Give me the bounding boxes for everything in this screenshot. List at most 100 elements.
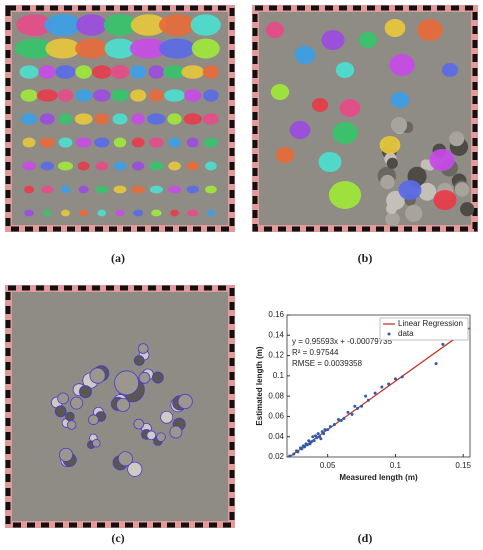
annotation: R² = 0.97544 xyxy=(292,348,339,357)
data-point xyxy=(373,391,377,395)
pebble xyxy=(418,182,437,201)
photo-frame xyxy=(5,5,235,232)
stone xyxy=(44,14,82,36)
stone xyxy=(103,14,137,36)
stone xyxy=(158,14,196,36)
stone xyxy=(191,38,220,59)
pebble xyxy=(156,432,166,442)
data-point xyxy=(322,432,326,436)
stone xyxy=(94,113,110,125)
stone xyxy=(36,89,58,102)
stone xyxy=(75,65,92,79)
stone xyxy=(429,149,455,171)
stone xyxy=(91,65,112,79)
data-point xyxy=(300,447,304,451)
stone xyxy=(181,65,205,79)
pebble xyxy=(390,116,408,134)
y-tick-label: 0.08 xyxy=(268,391,284,400)
stone xyxy=(275,147,295,163)
stone xyxy=(149,137,164,148)
stone xyxy=(74,113,93,125)
stone xyxy=(133,209,144,217)
stone xyxy=(24,185,35,194)
stone xyxy=(75,89,93,102)
stone xyxy=(24,209,34,217)
stone xyxy=(168,137,181,148)
stone xyxy=(58,137,73,148)
stone xyxy=(41,185,54,194)
stone xyxy=(75,137,92,148)
y-tick-label: 0.06 xyxy=(268,412,284,421)
stone xyxy=(417,19,443,41)
pebble xyxy=(385,211,400,227)
stone xyxy=(168,185,181,194)
stone xyxy=(148,89,165,102)
stone xyxy=(129,38,168,59)
data-point xyxy=(400,375,404,379)
stone xyxy=(75,38,108,59)
stone xyxy=(186,161,199,171)
stone xyxy=(202,65,220,79)
pebble xyxy=(386,203,397,215)
stone xyxy=(265,22,285,38)
pebble xyxy=(59,447,74,462)
stone xyxy=(131,113,145,125)
data-point xyxy=(296,450,300,454)
pebble xyxy=(169,425,183,439)
annotation: y = 0.95593x + -0.00079735 xyxy=(292,337,393,346)
data-point xyxy=(434,362,438,366)
stone xyxy=(148,65,165,79)
pebble xyxy=(70,396,84,410)
stone xyxy=(60,185,71,194)
pebble xyxy=(88,414,99,426)
stone xyxy=(104,38,136,59)
stone xyxy=(131,137,145,148)
stone xyxy=(16,14,53,36)
data-point xyxy=(342,416,346,420)
y-axis-label: Estimated length (m) xyxy=(255,346,264,425)
stone xyxy=(203,137,218,148)
stone xyxy=(170,209,179,217)
stone xyxy=(131,161,145,171)
stone xyxy=(110,65,130,79)
pebble xyxy=(133,418,145,430)
pebble xyxy=(386,157,398,169)
stone xyxy=(22,137,36,148)
stone xyxy=(78,185,89,194)
stone xyxy=(92,89,111,102)
pebble xyxy=(114,370,140,396)
data-point xyxy=(328,425,332,429)
data-point xyxy=(339,418,343,422)
stone xyxy=(97,209,107,217)
panel-label: (a) xyxy=(111,251,125,265)
stone xyxy=(379,136,401,154)
pebble xyxy=(57,392,69,405)
x-axis-label: Measured length (m) xyxy=(339,473,418,482)
stone xyxy=(318,152,342,172)
data-point xyxy=(441,342,445,346)
y-tick-label: 0.14 xyxy=(268,330,284,339)
data-point xyxy=(288,454,292,458)
stone xyxy=(389,54,415,76)
stone xyxy=(113,161,127,171)
y-tick-label: 0.1 xyxy=(273,371,285,380)
stone xyxy=(79,209,89,217)
data-point xyxy=(346,410,350,414)
stone xyxy=(112,113,128,125)
stone xyxy=(58,113,73,125)
stone xyxy=(146,113,166,125)
stone xyxy=(294,46,316,64)
data-point xyxy=(319,437,323,441)
stone xyxy=(22,161,36,171)
legend-label: data xyxy=(398,329,414,338)
stone xyxy=(110,89,130,102)
pebble xyxy=(405,204,423,222)
panel-label: (d) xyxy=(358,531,373,545)
stone xyxy=(321,30,345,50)
data-point xyxy=(353,404,357,408)
stone xyxy=(390,92,410,108)
stone xyxy=(57,161,74,171)
chart: 0.02 0.04 0.06 0.08 0.1 0.12 0.14 0.16 0.05 0.1 0.… xyxy=(255,310,471,482)
stone xyxy=(204,185,217,194)
stone xyxy=(289,121,311,139)
